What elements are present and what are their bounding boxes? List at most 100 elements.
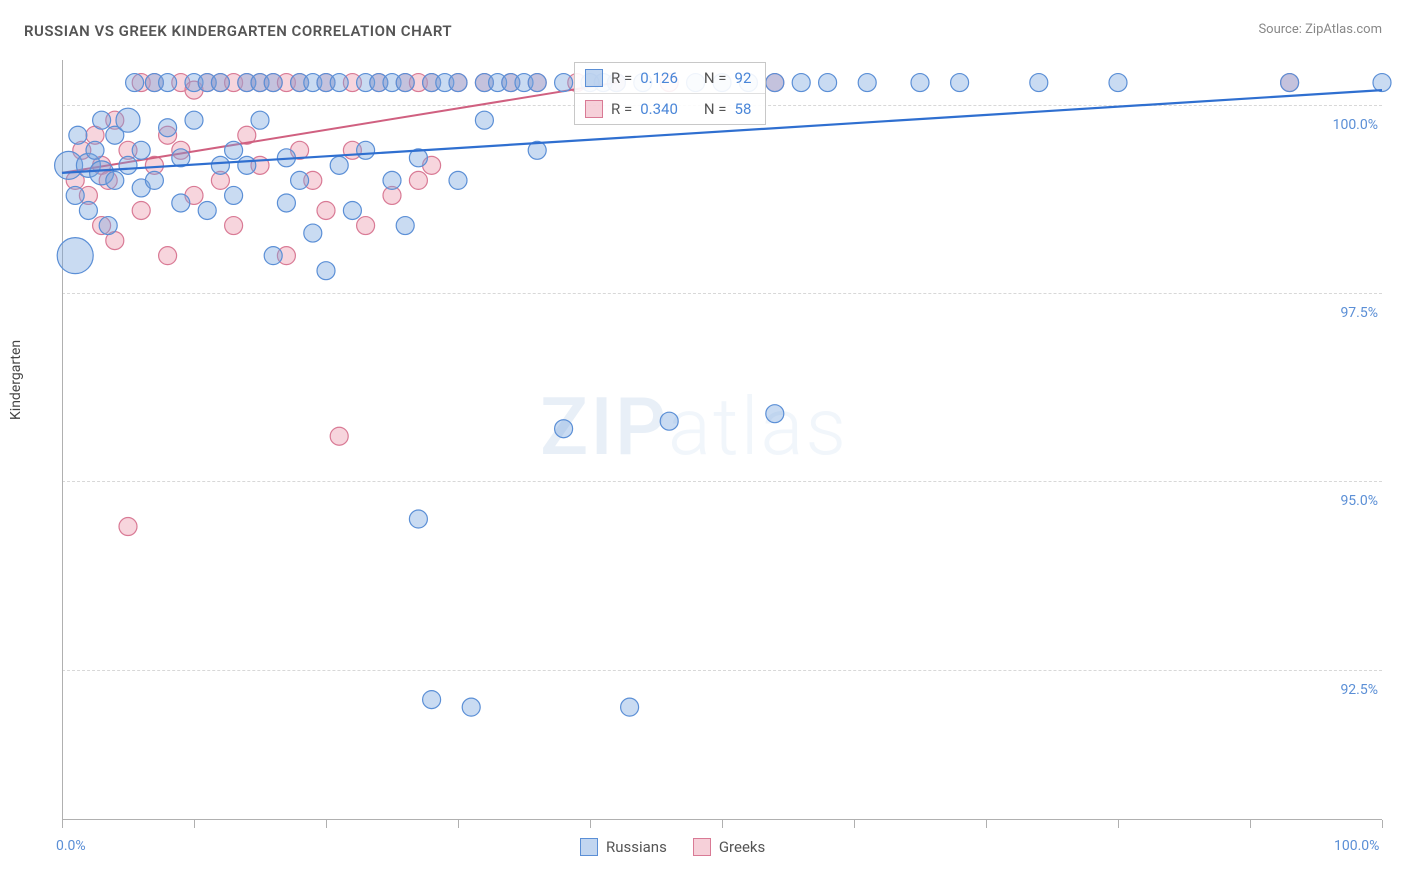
marker-russians bbox=[911, 74, 929, 92]
stats-row-greeks: R = 0.340 N = 58 bbox=[575, 93, 765, 124]
x-tick-mark bbox=[62, 820, 63, 828]
x-tick-mark bbox=[1118, 820, 1119, 828]
marker-russians bbox=[99, 217, 117, 235]
marker-russians bbox=[132, 141, 150, 159]
x-tick-mark bbox=[326, 820, 327, 828]
marker-russians bbox=[330, 74, 348, 92]
source-attribution: Source: ZipAtlas.com bbox=[1258, 22, 1382, 37]
x-tick-mark bbox=[194, 820, 195, 828]
x-tick-mark bbox=[986, 820, 987, 828]
marker-russians bbox=[396, 217, 414, 235]
x-tick-mark bbox=[722, 820, 723, 828]
marker-russians bbox=[660, 412, 678, 430]
y-axis-label: Kindergarten bbox=[8, 340, 24, 420]
r-label: R = bbox=[611, 69, 632, 87]
marker-russians bbox=[409, 510, 427, 528]
marker-russians bbox=[277, 194, 295, 212]
marker-russians bbox=[198, 201, 216, 219]
marker-greeks bbox=[317, 201, 335, 219]
marker-russians bbox=[238, 156, 256, 174]
r-label: R = bbox=[611, 100, 632, 118]
swatch-greeks bbox=[693, 838, 711, 856]
source-link[interactable]: ZipAtlas.com bbox=[1305, 22, 1382, 37]
marker-russians bbox=[119, 156, 137, 174]
marker-russians bbox=[79, 201, 97, 219]
marker-russians bbox=[792, 74, 810, 92]
marker-russians bbox=[185, 111, 203, 129]
marker-russians bbox=[211, 156, 229, 174]
marker-russians bbox=[66, 186, 84, 204]
marker-russians bbox=[304, 224, 322, 242]
marker-russians bbox=[343, 201, 361, 219]
n-value-greeks: 58 bbox=[735, 100, 752, 118]
r-value-greeks: 0.340 bbox=[640, 100, 678, 118]
chart-title: RUSSIAN VS GREEK KINDERGARTEN CORRELATIO… bbox=[24, 22, 452, 40]
marker-russians bbox=[330, 156, 348, 174]
marker-russians bbox=[264, 74, 282, 92]
marker-russians bbox=[86, 141, 104, 159]
x-tick-mark bbox=[854, 820, 855, 828]
marker-russians bbox=[1373, 74, 1391, 92]
x-tick-mark bbox=[458, 820, 459, 828]
marker-russians bbox=[211, 74, 229, 92]
marker-russians bbox=[449, 171, 467, 189]
legend-label-greeks: Greeks bbox=[719, 838, 765, 856]
marker-greeks bbox=[159, 247, 177, 265]
chart-svg bbox=[62, 60, 1382, 820]
marker-russians bbox=[766, 74, 784, 92]
n-label: N = bbox=[704, 100, 727, 118]
marker-russians bbox=[159, 74, 177, 92]
stats-row-russians: R = 0.126 N = 92 bbox=[575, 63, 765, 93]
marker-russians bbox=[1281, 74, 1299, 92]
marker-russians bbox=[317, 262, 335, 280]
legend-item-russians: Russians bbox=[580, 838, 667, 856]
marker-greeks bbox=[225, 217, 243, 235]
marker-greeks bbox=[330, 427, 348, 445]
marker-russians bbox=[396, 74, 414, 92]
marker-russians bbox=[383, 171, 401, 189]
r-value-russians: 0.126 bbox=[640, 69, 678, 87]
marker-russians bbox=[1030, 74, 1048, 92]
legend-label-russians: Russians bbox=[606, 838, 667, 856]
marker-russians bbox=[57, 238, 93, 274]
marker-russians bbox=[264, 247, 282, 265]
bottom-legend: Russians Greeks bbox=[580, 838, 765, 856]
marker-russians bbox=[555, 420, 573, 438]
marker-russians bbox=[251, 111, 269, 129]
source-label: Source: bbox=[1258, 22, 1301, 37]
x-tick-mark bbox=[1250, 820, 1251, 828]
n-value-russians: 92 bbox=[735, 69, 752, 87]
marker-russians bbox=[858, 74, 876, 92]
marker-russians bbox=[621, 698, 639, 716]
marker-russians bbox=[423, 691, 441, 709]
legend-item-greeks: Greeks bbox=[693, 838, 765, 856]
stats-legend-box: R = 0.126 N = 92 R = 0.340 N = 58 bbox=[574, 62, 766, 125]
marker-russians bbox=[291, 171, 309, 189]
marker-russians bbox=[528, 74, 546, 92]
marker-russians bbox=[93, 111, 111, 129]
x-tick-label: 100.0% bbox=[1334, 838, 1379, 854]
marker-russians bbox=[126, 74, 144, 92]
marker-russians bbox=[357, 141, 375, 159]
x-tick-mark bbox=[1382, 820, 1383, 828]
swatch-russians bbox=[585, 69, 603, 87]
marker-russians bbox=[145, 171, 163, 189]
marker-russians bbox=[159, 119, 177, 137]
x-tick-label: 0.0% bbox=[56, 838, 86, 854]
marker-greeks bbox=[409, 171, 427, 189]
marker-russians bbox=[555, 74, 573, 92]
marker-russians bbox=[819, 74, 837, 92]
marker-greeks bbox=[132, 201, 150, 219]
marker-russians bbox=[1109, 74, 1127, 92]
x-tick-mark bbox=[590, 820, 591, 828]
marker-russians bbox=[462, 698, 480, 716]
marker-russians bbox=[116, 108, 140, 132]
marker-greeks bbox=[119, 518, 137, 536]
marker-russians bbox=[172, 194, 190, 212]
swatch-greeks bbox=[585, 100, 603, 118]
marker-russians bbox=[106, 171, 124, 189]
marker-russians bbox=[951, 74, 969, 92]
marker-russians bbox=[225, 186, 243, 204]
marker-russians bbox=[475, 111, 493, 129]
marker-russians bbox=[69, 126, 87, 144]
